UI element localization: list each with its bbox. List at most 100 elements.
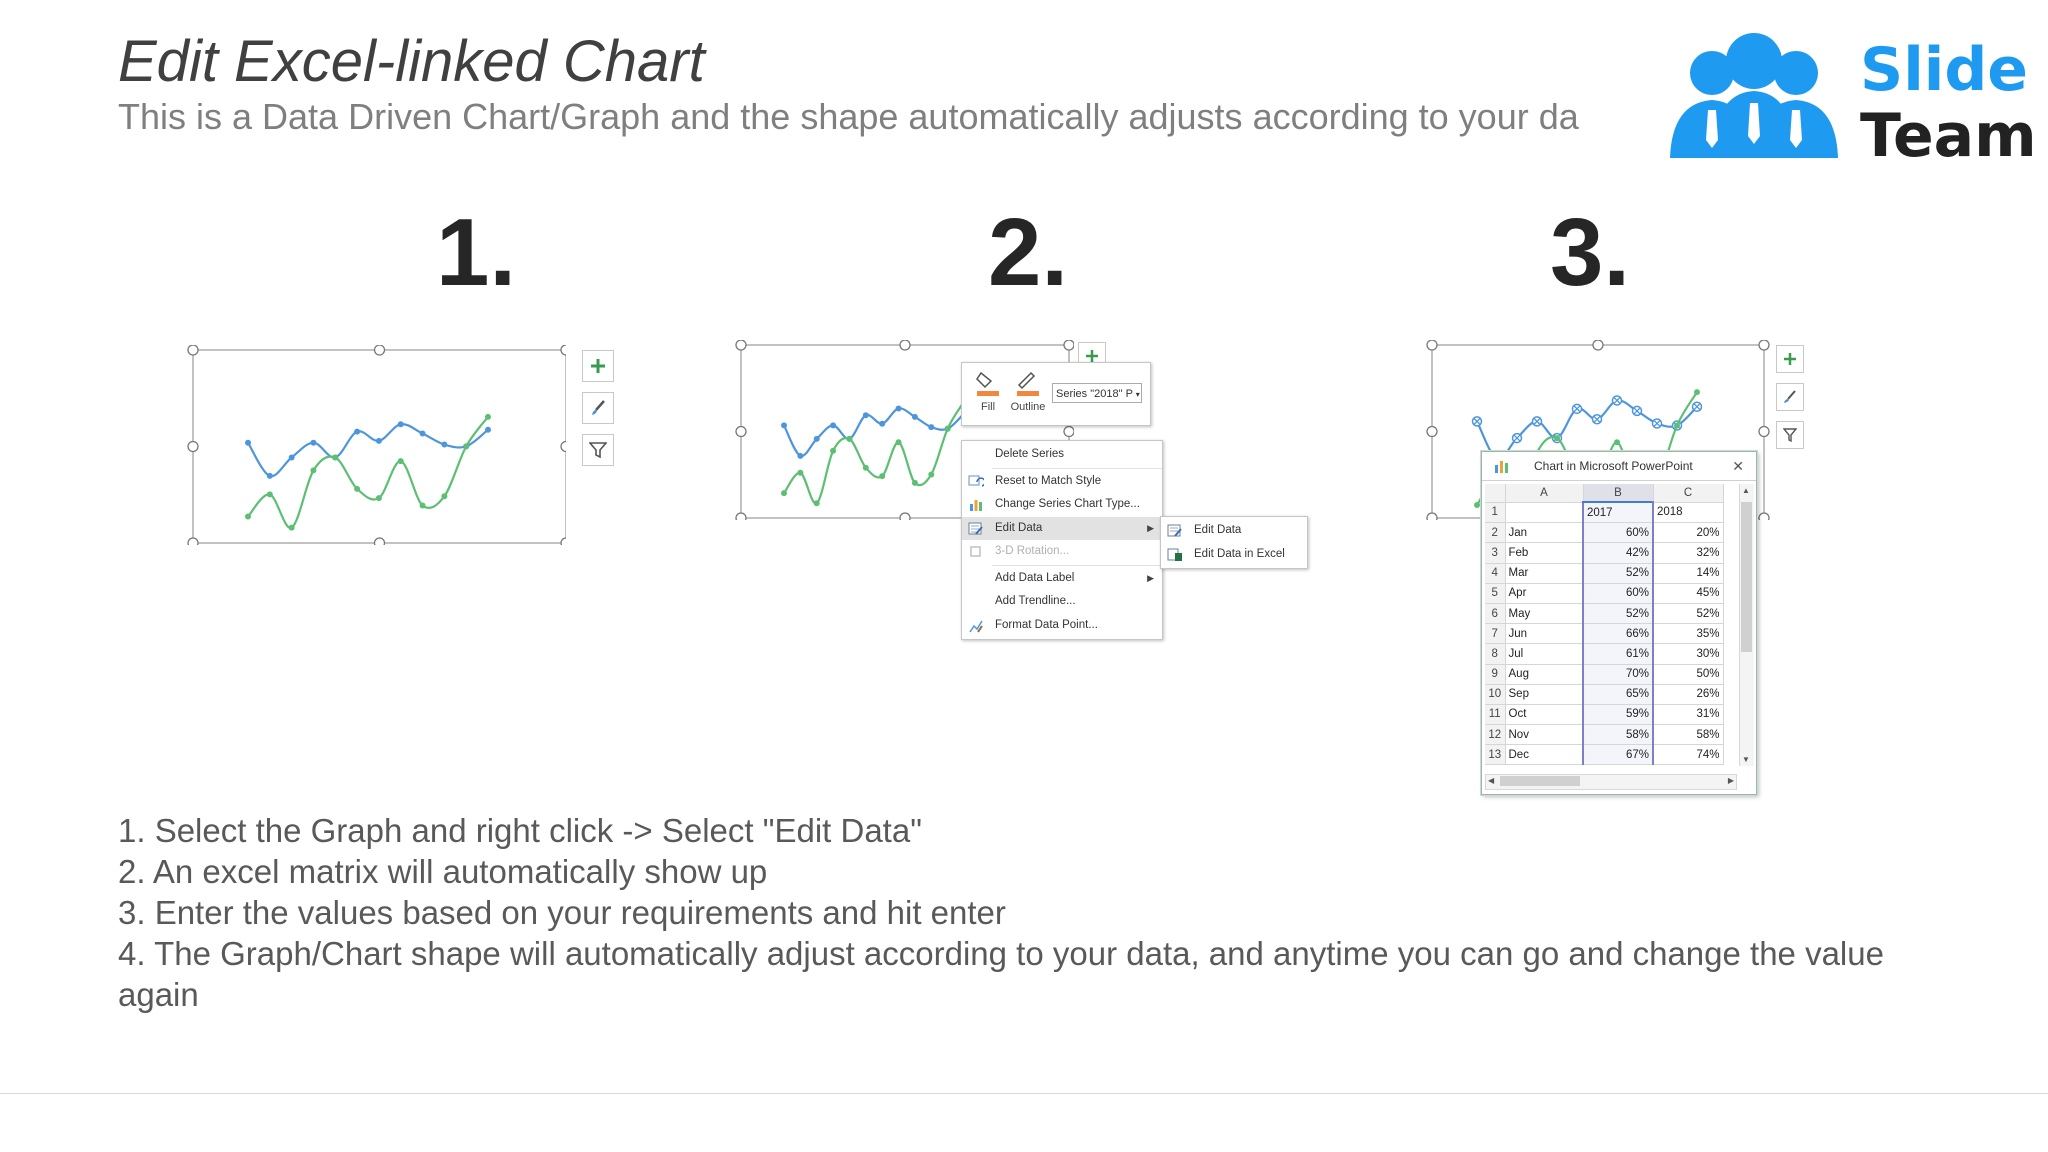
row-header[interactable]: 7	[1485, 623, 1506, 645]
row-header[interactable]: 4	[1485, 563, 1506, 584]
row-header[interactable]: 3	[1485, 542, 1506, 564]
resize-handle[interactable]	[735, 512, 747, 520]
cell[interactable]: Apr	[1504, 583, 1584, 604]
cell[interactable]: 66%	[1582, 623, 1654, 645]
resize-handle[interactable]	[373, 537, 386, 545]
cell[interactable]: 20%	[1653, 522, 1724, 544]
column-header-b[interactable]: B	[1583, 484, 1654, 503]
resize-handle[interactable]	[1426, 425, 1438, 438]
scroll-thumb[interactable]	[1741, 502, 1752, 652]
cell[interactable]: 60%	[1582, 522, 1654, 544]
cell[interactable]: 26%	[1653, 684, 1724, 705]
menu-item-edit-data[interactable]: Edit Data ▶	[962, 516, 1162, 540]
row-header[interactable]: 1	[1485, 502, 1506, 524]
vertical-scrollbar[interactable]: ▲ ▼	[1739, 484, 1754, 766]
series-select[interactable]: Series "2018" P ▾	[1052, 383, 1142, 403]
row-header[interactable]: 10	[1485, 684, 1506, 705]
submenu-item-edit-data[interactable]: Edit Data	[1161, 519, 1307, 543]
cell[interactable]: Feb	[1504, 542, 1584, 564]
cell[interactable]: Nov	[1504, 724, 1584, 746]
cell[interactable]: Dec	[1504, 744, 1584, 766]
chart-filters-button[interactable]	[582, 434, 614, 466]
cell[interactable]: Sep	[1504, 684, 1584, 705]
line-chart-1[interactable]	[186, 345, 566, 545]
cell[interactable]: Oct	[1504, 704, 1584, 726]
cell[interactable]: 70%	[1582, 664, 1654, 685]
resize-handle[interactable]	[735, 340, 747, 351]
chart-styles-button-3[interactable]	[1776, 383, 1804, 411]
menu-item-add-trendline[interactable]: Add Trendline...	[962, 590, 1162, 614]
close-icon[interactable]: ✕	[1732, 458, 1744, 474]
scroll-right-icon[interactable]: ▶	[1727, 776, 1734, 785]
resize-handle[interactable]	[187, 345, 199, 356]
resize-handle[interactable]	[1063, 425, 1074, 438]
scroll-left-icon[interactable]: ◀	[1488, 776, 1495, 785]
row-header[interactable]: 9	[1485, 664, 1506, 685]
cell[interactable]: 58%	[1582, 724, 1654, 746]
scroll-thumb-h[interactable]	[1500, 776, 1580, 786]
resize-handle[interactable]	[1592, 340, 1604, 351]
cell[interactable]: Mar	[1504, 563, 1584, 584]
row-header[interactable]: 12	[1485, 724, 1506, 746]
chart-panel-1[interactable]	[186, 345, 566, 545]
cell[interactable]: Aug	[1504, 664, 1584, 685]
scroll-down-icon[interactable]: ▼	[1742, 755, 1750, 764]
cell[interactable]: 31%	[1653, 704, 1724, 726]
cell[interactable]: May	[1504, 603, 1584, 625]
menu-item-delete-series[interactable]: Delete Series	[962, 443, 1162, 467]
menu-item-reset-style[interactable]: Reset to Match Style	[962, 470, 1162, 494]
resize-handle[interactable]	[187, 440, 199, 453]
outline-button[interactable]: Outline	[1008, 367, 1048, 413]
chart-elements-button-3[interactable]	[1776, 345, 1804, 373]
cell[interactable]: 2017	[1582, 501, 1654, 524]
cell[interactable]: 52%	[1582, 563, 1654, 584]
menu-item-change-chart-type[interactable]: Change Series Chart Type...	[962, 493, 1162, 517]
column-header-c[interactable]: C	[1653, 484, 1724, 503]
scroll-up-icon[interactable]: ▲	[1742, 486, 1750, 495]
cell[interactable]: 35%	[1653, 623, 1724, 645]
resize-handle[interactable]	[1063, 340, 1074, 351]
cell[interactable]: 65%	[1582, 684, 1654, 705]
cell[interactable]: 30%	[1653, 643, 1724, 665]
cell[interactable]: 50%	[1653, 664, 1724, 685]
row-header[interactable]: 6	[1485, 603, 1506, 625]
cell[interactable]: 14%	[1653, 563, 1724, 584]
resize-handle[interactable]	[1758, 512, 1770, 520]
sheet-grid[interactable]: A B C 1 2017 2018 2 Jan 60% 20% 3 Feb 42% 32% 4 M…	[1485, 484, 1724, 766]
resize-handle[interactable]	[373, 345, 386, 356]
cell[interactable]: Jan	[1504, 522, 1584, 544]
cell[interactable]: 74%	[1653, 744, 1724, 766]
row-header[interactable]: 11	[1485, 704, 1506, 726]
cell[interactable]: 52%	[1653, 603, 1724, 625]
resize-handle[interactable]	[1758, 340, 1770, 351]
resize-handle[interactable]	[899, 512, 911, 520]
line-chart-2[interactable]	[734, 340, 1074, 520]
cell[interactable]: Jun	[1504, 623, 1584, 645]
cell[interactable]: 67%	[1582, 744, 1654, 766]
cell[interactable]: 59%	[1582, 704, 1654, 726]
cell[interactable]: 2018	[1653, 502, 1724, 524]
resize-handle[interactable]	[1758, 425, 1770, 438]
resize-handle[interactable]	[560, 537, 566, 545]
resize-handle[interactable]	[187, 537, 199, 545]
row-header[interactable]: 2	[1485, 522, 1506, 544]
resize-handle[interactable]	[560, 345, 566, 356]
corner-cell[interactable]	[1485, 484, 1506, 503]
menu-item-format-data-point[interactable]: Format Data Point...	[962, 614, 1162, 638]
resize-handle[interactable]	[899, 340, 911, 351]
resize-handle[interactable]	[735, 425, 747, 438]
cell[interactable]: 61%	[1582, 643, 1654, 665]
resize-handle[interactable]	[560, 440, 566, 453]
cell[interactable]: 45%	[1653, 583, 1724, 604]
row-header[interactable]: 13	[1485, 744, 1506, 766]
submenu-item-edit-data-in-excel[interactable]: Edit Data in Excel	[1161, 543, 1307, 567]
chart-filters-button-3[interactable]	[1776, 421, 1804, 449]
menu-item-add-data-label[interactable]: Add Data Label ▶	[962, 567, 1162, 591]
cell[interactable]: 32%	[1653, 542, 1724, 564]
column-header-a[interactable]: A	[1505, 484, 1584, 503]
chart-elements-button[interactable]	[582, 350, 614, 382]
cell[interactable]	[1504, 502, 1584, 524]
row-header[interactable]: 8	[1485, 643, 1506, 665]
chart-panel-2[interactable]	[734, 340, 1074, 520]
resize-handle[interactable]	[1426, 340, 1438, 351]
